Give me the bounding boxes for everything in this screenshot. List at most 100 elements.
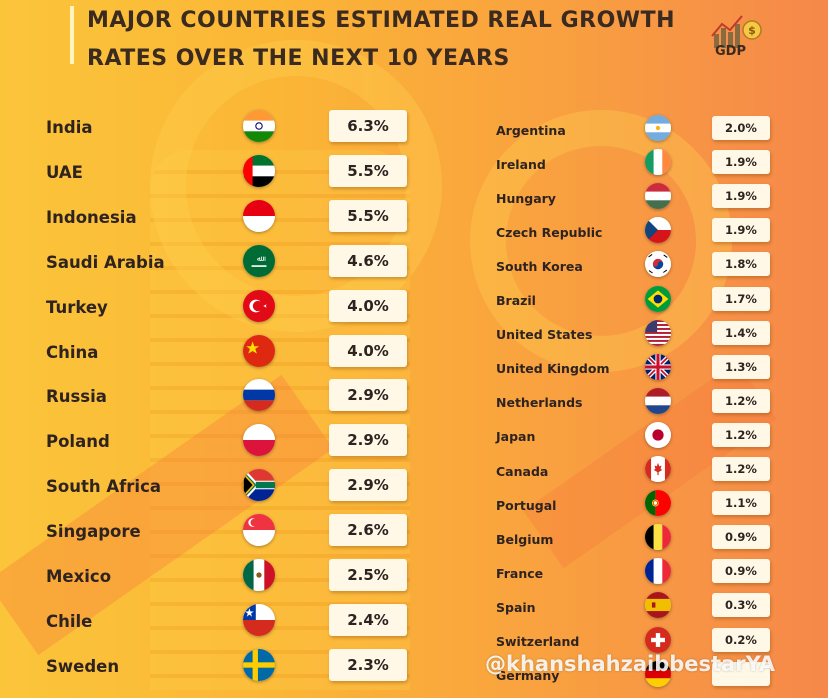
- table-row: Switzerland 0.2%: [0, 626, 828, 664]
- growth-rate-value: 1.2%: [712, 388, 770, 413]
- growth-rate-value: 1.3%: [712, 354, 770, 379]
- canada-flag-icon: [645, 456, 671, 482]
- china-flag-icon: [243, 334, 275, 367]
- sweden-flag-icon: [243, 648, 275, 681]
- growth-rate-value: 2.4%: [329, 603, 407, 636]
- table-row: Mexico 2.5%: [0, 559, 828, 595]
- growth-rate-value: 1.2%: [712, 457, 770, 481]
- singapore-flag-icon: [243, 514, 275, 547]
- growth-rate-value: 2.9%: [329, 379, 407, 412]
- country-name: Brazil: [496, 293, 536, 308]
- country-name: China: [46, 342, 99, 362]
- growth-rate-value: 1.9%: [712, 184, 770, 209]
- table-row: Netherlands 1.2%: [0, 387, 828, 425]
- svg-text:$: $: [748, 24, 756, 37]
- uae-flag-icon: [243, 154, 275, 187]
- growth-rate-value: 2.3%: [329, 648, 407, 681]
- country-name: Belgium: [496, 531, 554, 547]
- germany-flag-icon: [645, 660, 671, 687]
- growth-rate-value: 5.5%: [329, 199, 407, 232]
- growth-rate-value: 1.1%: [712, 491, 770, 516]
- growth-rate-value: 2.9%: [329, 469, 407, 502]
- country-name: Switzerland: [496, 634, 580, 649]
- argentina-flag-icon: [645, 115, 671, 141]
- table-row: Indonesia 5.5%: [0, 199, 828, 236]
- growth-rate-value: 1.2%: [712, 422, 770, 447]
- country-name: Japan: [496, 429, 536, 445]
- united-states-flag-icon: [645, 319, 671, 346]
- brazil-flag-icon: [645, 285, 671, 312]
- growth-rate-value: 1.9%: [712, 150, 770, 175]
- table-row: Russia 2.9%: [0, 379, 828, 415]
- table-row: Germany: [0, 660, 828, 698]
- country-name: India: [46, 118, 93, 138]
- india-flag-icon: [243, 110, 275, 142]
- table-row: Canada 1.2%: [0, 456, 828, 493]
- country-name: France: [496, 565, 544, 581]
- growth-rate-value: 4.0%: [329, 289, 407, 322]
- title-line-1: MAJOR COUNTRIES ESTIMATED REAL GROWTH: [87, 8, 675, 33]
- growth-rate-value: 4.0%: [329, 334, 407, 367]
- country-name: Poland: [46, 432, 110, 452]
- netherlands-flag-icon: [645, 387, 671, 414]
- france-flag-icon: [645, 558, 671, 585]
- country-name: Turkey: [46, 297, 108, 317]
- table-row: Portugal 1.1%: [0, 490, 828, 527]
- growth-rate-value: 4.6%: [329, 244, 407, 277]
- table-row: Czech Republic 1.9%: [0, 217, 828, 254]
- gdp-chart-logo-icon: $: [711, 15, 762, 48]
- growth-rate-value: 1.9%: [712, 218, 770, 243]
- country-name: Saudi Arabia: [46, 252, 165, 272]
- table-row: United States 1.4%: [0, 319, 828, 357]
- table-row: Turkey 4.0%: [0, 289, 828, 326]
- growth-rate-value: 6.3%: [329, 110, 407, 142]
- mexico-flag-icon: [243, 559, 275, 591]
- ireland-flag-icon: [645, 149, 671, 176]
- table-row: Sweden 2.3%: [0, 648, 828, 685]
- spain-flag-icon: [645, 592, 671, 619]
- table-row: Singapore 2.6%: [0, 514, 828, 550]
- country-name: United Kingdom: [496, 361, 610, 377]
- country-name: South Korea: [496, 258, 583, 274]
- growth-rate-value: 1.4%: [712, 320, 770, 345]
- growth-rate-value: 0.9%: [712, 525, 770, 550]
- country-name: Singapore: [46, 522, 141, 542]
- logo-label: GDP: [715, 44, 746, 59]
- table-row: Chile 2.4%: [0, 603, 828, 640]
- turkey-flag-icon: [243, 289, 275, 322]
- saudi-arabia-flag-icon: ﷲ: [243, 244, 275, 277]
- country-name: Netherlands: [496, 395, 583, 411]
- table-row: United Kingdom 1.3%: [0, 353, 828, 391]
- table-row: Hungary 1.9%: [0, 183, 828, 220]
- table-row: Argentina 2.0%: [0, 115, 828, 152]
- russia-flag-icon: [243, 379, 275, 412]
- growth-rate-value: 5.5%: [329, 154, 407, 187]
- table-row: France 0.9%: [0, 558, 828, 595]
- united-kingdom-flag-icon: [645, 353, 671, 380]
- country-name: Czech Republic: [496, 224, 603, 240]
- table-row: Spain 0.3%: [0, 592, 828, 629]
- south-africa-flag-icon: [243, 469, 275, 502]
- watermark: @khanshahzaibbestarYA: [485, 652, 776, 676]
- indonesia-flag-icon: [243, 199, 275, 232]
- growth-rate-value: 0.3%: [712, 593, 770, 618]
- table-row: Saudi Arabia ﷲ 4.6%: [0, 244, 828, 281]
- chile-flag-icon: [243, 603, 275, 636]
- table-row: Brazil 1.7%: [0, 285, 828, 323]
- belgium-flag-icon: [645, 524, 671, 551]
- country-name: Germany: [496, 668, 560, 684]
- table-row: Belgium 0.9%: [0, 524, 828, 561]
- japan-flag-icon: [645, 421, 671, 448]
- table-row: Ireland 1.9%: [0, 149, 828, 186]
- country-name: Argentina: [496, 122, 566, 138]
- growth-rate-value: 0.9%: [712, 559, 770, 584]
- country-name: Chile: [46, 611, 93, 631]
- growth-rate-value: 2.5%: [329, 559, 407, 591]
- country-name: Sweden: [46, 656, 120, 676]
- south-korea-flag-icon: [645, 251, 671, 278]
- growth-rate-value: 0.2%: [712, 627, 770, 652]
- table-row: UAE 5.5%: [0, 154, 828, 191]
- country-name: South Africa: [46, 477, 162, 497]
- growth-rate-value: 2.6%: [329, 514, 407, 547]
- table-row: South Korea 1.8%: [0, 251, 828, 288]
